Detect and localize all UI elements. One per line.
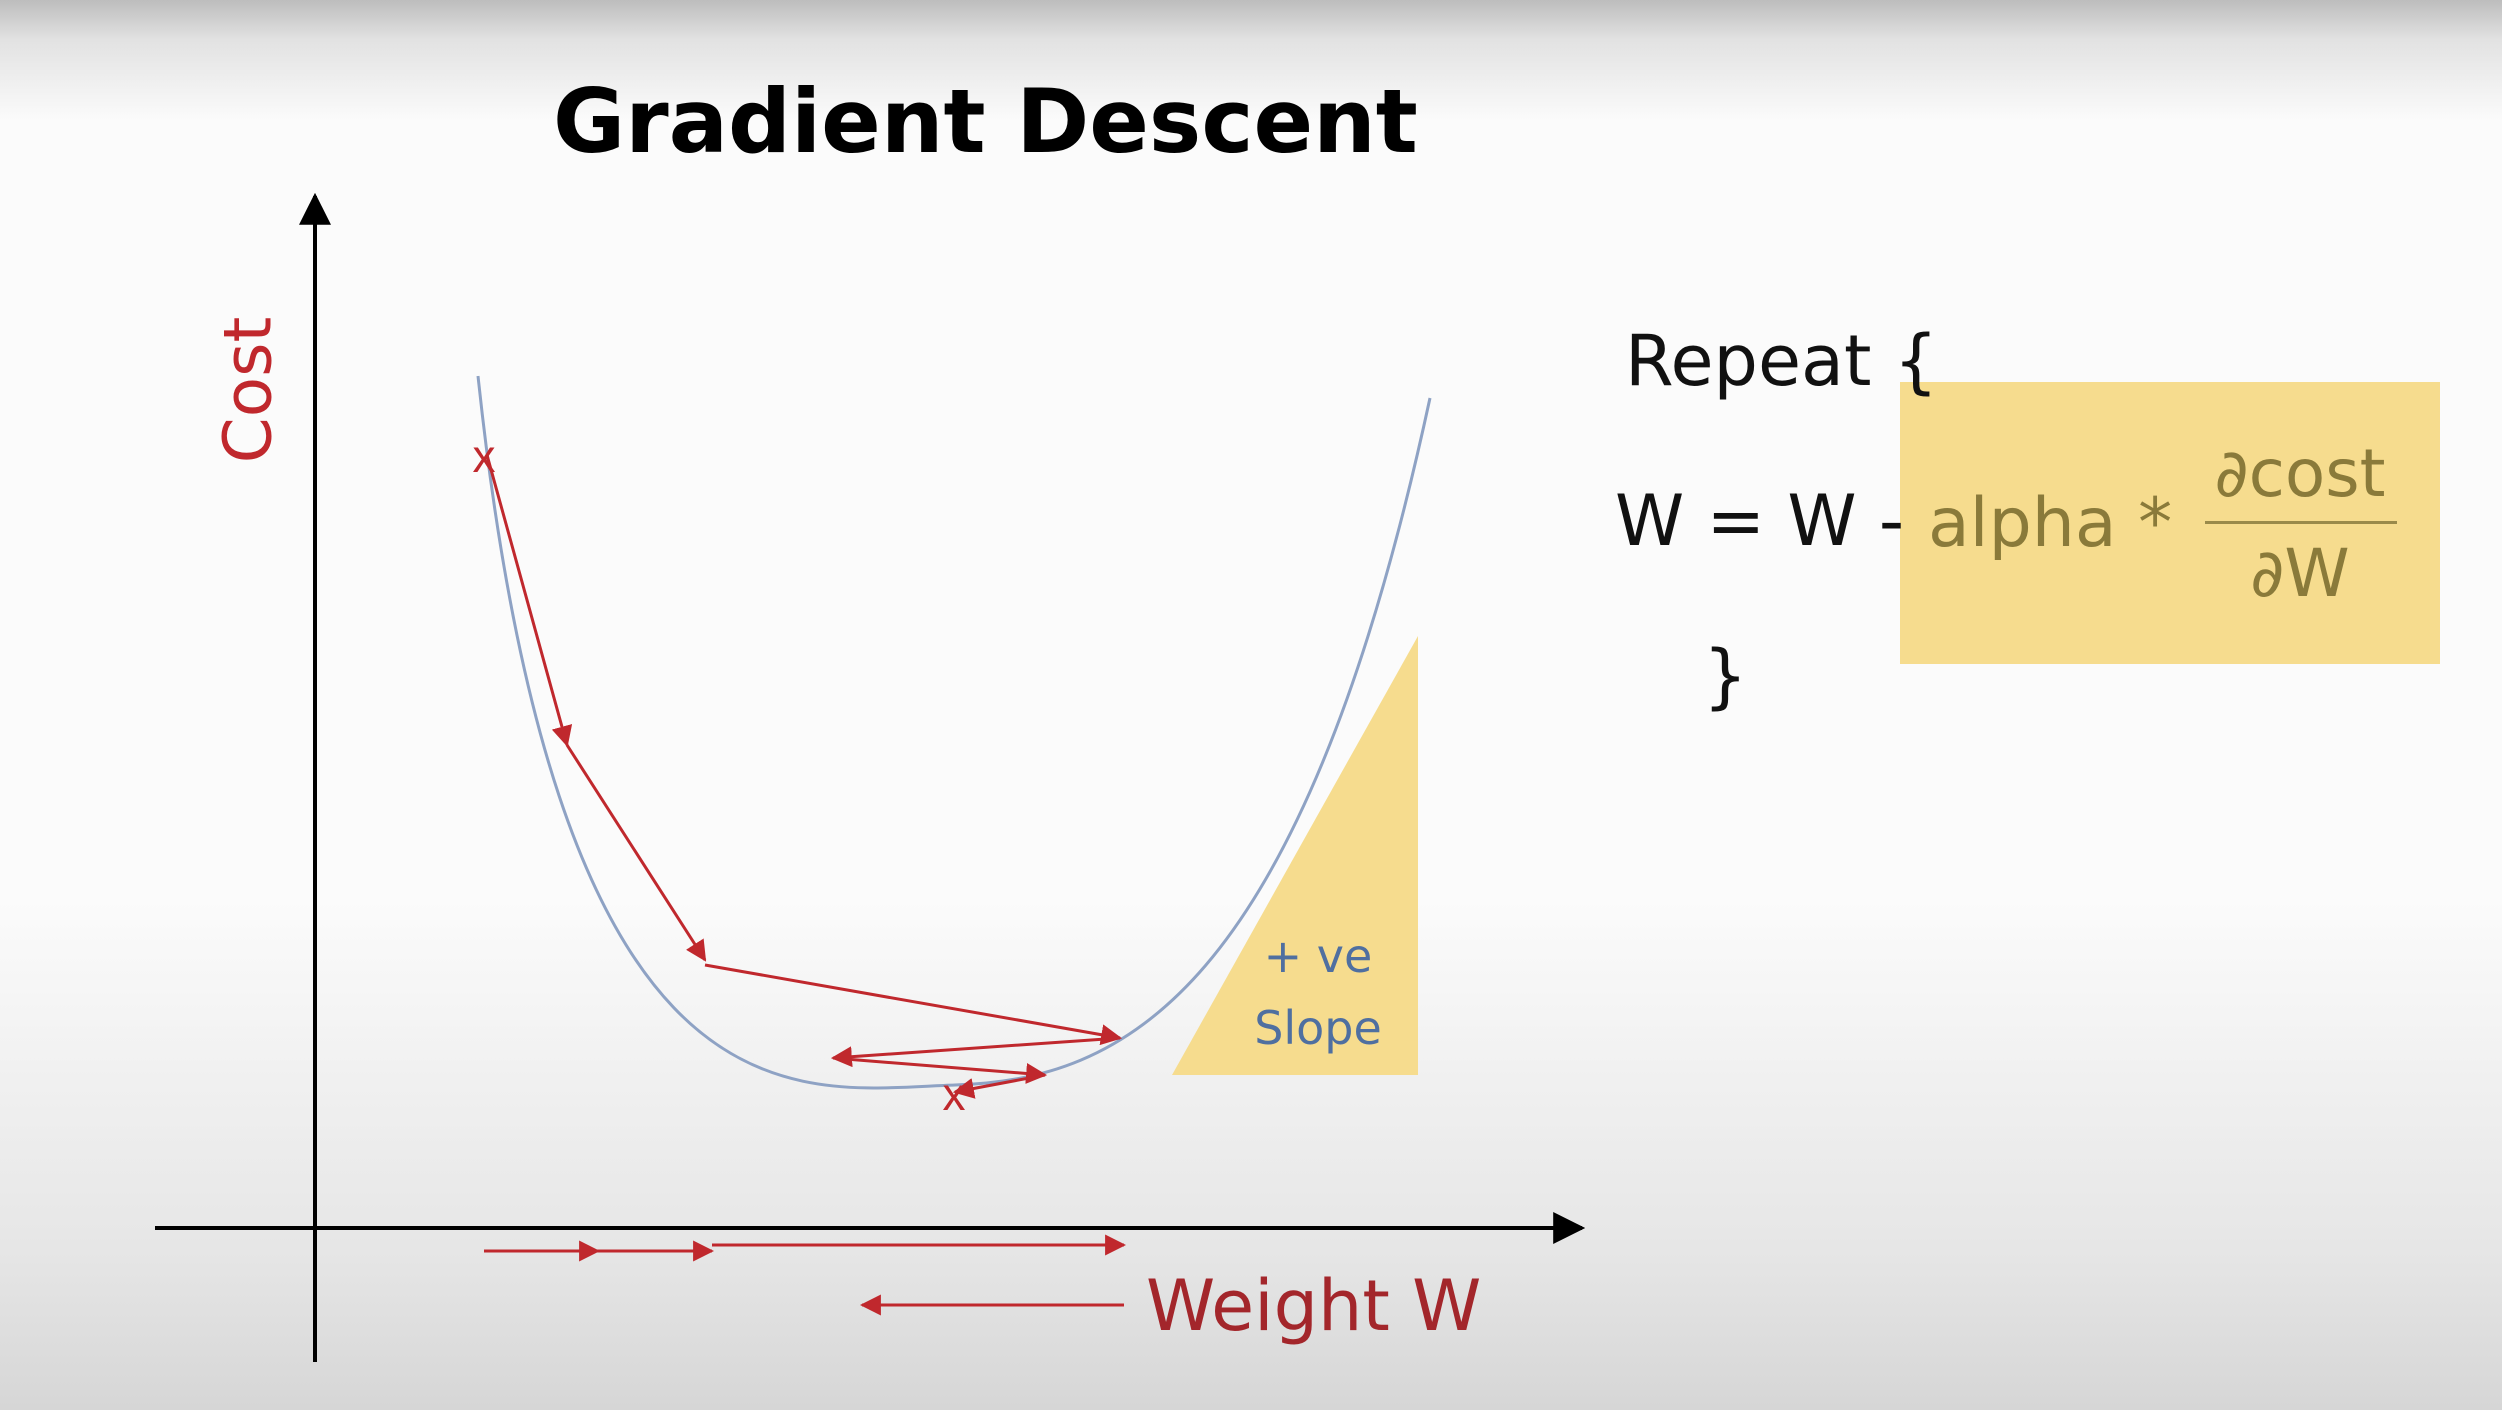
start-marker: x bbox=[473, 430, 496, 482]
step-3-arrow bbox=[704, 963, 1123, 1046]
step-6-arrow bbox=[952, 1073, 1046, 1099]
slope-label-line-2: Slope bbox=[1254, 1001, 1382, 1055]
step-2-arrow bbox=[565, 744, 707, 962]
weight-steps bbox=[484, 1234, 1127, 1316]
slope-label: + ve Slope bbox=[1238, 920, 1398, 1064]
descent-steps bbox=[485, 454, 1123, 1099]
step-5-arrow bbox=[832, 1056, 1048, 1084]
step-4-arrow bbox=[830, 1036, 1121, 1068]
positive-slope-triangle bbox=[1172, 636, 1418, 1075]
formula-repeat: Repeat { bbox=[1625, 320, 1939, 402]
cost-curve bbox=[476, 375, 1432, 1090]
slope-label-line-1: + ve bbox=[1263, 929, 1373, 983]
formula-denominator: ∂W bbox=[2250, 535, 2350, 612]
formula-alpha: alpha * bbox=[1928, 484, 2173, 563]
slide-title: Gradient Descent bbox=[553, 70, 1418, 173]
end-marker: x bbox=[943, 1068, 966, 1120]
formula-numerator: ∂cost bbox=[2214, 435, 2386, 512]
step-1-arrow bbox=[485, 454, 573, 748]
x-axis-label: Weight W bbox=[1146, 1265, 1482, 1347]
formula-update-lhs: W = W - bbox=[1615, 480, 1905, 562]
formula-close-brace: } bbox=[1703, 635, 1748, 717]
formula-fraction-bar bbox=[2205, 521, 2397, 524]
y-axis-label: Cost bbox=[209, 316, 287, 464]
